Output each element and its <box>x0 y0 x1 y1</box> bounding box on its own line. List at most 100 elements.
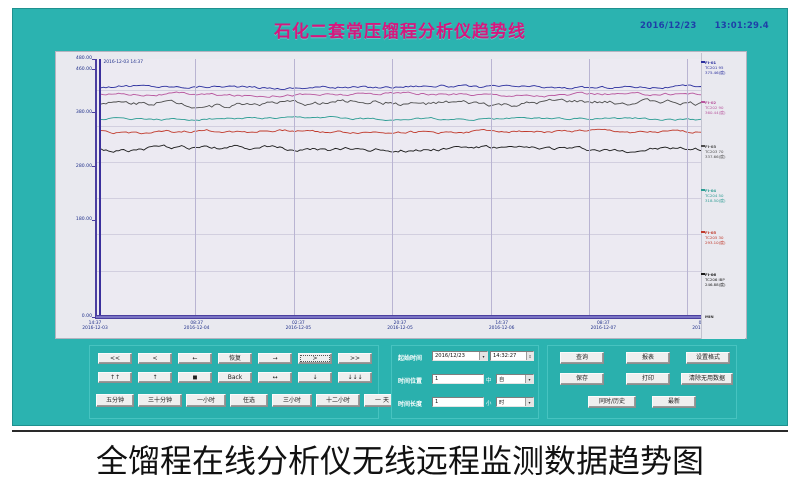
legend-footer-label: MIN <box>705 314 714 319</box>
legend-series-value: 246.88(度) <box>705 281 726 287</box>
series-line-fi-06 <box>100 144 704 154</box>
chevron-down-icon[interactable]: ▾ <box>525 375 533 383</box>
legend-series-value: 360.44(度) <box>705 109 726 115</box>
chevron-down-icon-2[interactable]: ▾ <box>525 398 533 406</box>
clock-spinner-icon[interactable]: ⇳ <box>526 352 533 360</box>
legend-color-swatch <box>701 273 705 275</box>
time-position-unit: 中 <box>486 378 492 384</box>
time-length-value: 1 <box>435 399 439 405</box>
trend-chart[interactable]: 480.00 460.00 380.00 280.00 180.00 0.00 2016-… <box>55 51 747 339</box>
legend-color-swatch <box>701 145 705 147</box>
time-position-input[interactable]: 1 <box>432 374 484 384</box>
page-title: 石化二套常压馏程分析仪趋势线 <box>274 22 526 42</box>
range-custom-label: 任选 <box>242 396 255 404</box>
nav-scale-up-label: ↑ <box>152 373 158 381</box>
legend-series-name: FI-05 <box>705 230 717 235</box>
clock-time: 13:01:29.4 <box>714 21 769 31</box>
time-length-select-value: 时 <box>499 399 505 406</box>
range-12hour[interactable]: 十二小时 <box>316 394 360 407</box>
range-1hour-label: 一小时 <box>196 396 215 404</box>
start-date-input[interactable]: 2016/12/23 ▾ <box>432 351 488 361</box>
latest-button[interactable]: 最新 <box>652 396 696 408</box>
nav-prev-page-label: < <box>152 354 158 362</box>
legend-color-swatch <box>701 61 705 63</box>
range-5min[interactable]: 五分钟 <box>96 394 134 407</box>
range-custom[interactable]: 任选 <box>230 394 268 407</box>
nav-scale-up[interactable]: ↑ <box>138 372 172 383</box>
start-time-label: 起始时间 <box>398 355 423 362</box>
series-line-fi-02 <box>100 91 704 98</box>
query-button[interactable]: 查询 <box>560 352 604 364</box>
range-30min[interactable]: 三十分钟 <box>138 394 182 407</box>
legend-item[interactable]: FI-04 TC204 50 318.50(度) <box>701 188 745 204</box>
nav-next-page[interactable]: > <box>298 353 332 364</box>
legend-item[interactable]: FI-06 TC206 IBP 246.88(度) <box>701 272 745 288</box>
legend-series-name: FI-02 <box>705 100 717 105</box>
range-30min-label: 三十分钟 <box>147 396 172 404</box>
nav-step-right[interactable]: → <box>258 353 292 364</box>
legend-item[interactable]: FI-01 TC201 95 375.46(度) <box>701 60 745 76</box>
nav-scale-up-fast[interactable]: ↑↑ <box>98 372 132 383</box>
nav-scale-down-fast[interactable]: ↓↓↓ <box>338 372 372 383</box>
range-3hour[interactable]: 三小时 <box>272 394 312 407</box>
y-axis-tick: 480.00 <box>75 56 97 61</box>
legend-series-value: 375.46(度) <box>705 69 726 75</box>
control-panel: << < ← 恢复 → > >> ↑↑ ↑ ◼ Back ↔ ↓ ↓↓↓ 五分钟 三十分钟 一小时 任选 三小时 十二… <box>27 345 775 419</box>
x-axis: 14:37 2016-12-03 08:37 2016-12-04 02:37 2016-… <box>82 317 718 339</box>
grid-line-horizontal <box>97 89 705 91</box>
clear-unused-data-button-label: 清除无用数据 <box>688 375 725 382</box>
save-button[interactable]: 保存 <box>560 373 604 385</box>
legend-color-swatch <box>701 101 705 103</box>
nav-stop[interactable]: ◼ <box>178 372 212 383</box>
nav-step-left[interactable]: ← <box>178 353 212 364</box>
range-1hour[interactable]: 一小时 <box>186 394 226 407</box>
nav-first[interactable]: << <box>98 353 132 364</box>
time-position-select[interactable]: 自 ▾ <box>496 374 534 384</box>
grid-line-vertical <box>293 59 295 315</box>
y-axis-tick: 280.00 <box>75 163 97 169</box>
nav-prev-page[interactable]: < <box>138 353 172 364</box>
start-clock-input[interactable]: 14:32:27 ⇳ <box>490 351 534 361</box>
time-settings-group: 起始时间 时间位置 时间长度 2016/12/23 ▾ 14:32:27 ⇳ 1… <box>391 345 539 419</box>
time-length-input[interactable]: 1 <box>432 397 484 407</box>
clock-date: 2016/12/23 <box>640 21 697 31</box>
realtime-history-button[interactable]: 同时/历史 <box>588 396 636 408</box>
format-settings-button[interactable]: 设置格式 <box>686 352 730 364</box>
report-button[interactable]: 报表 <box>626 352 670 364</box>
cursor-line[interactable] <box>99 59 102 315</box>
nav-step-right-label: → <box>272 354 278 362</box>
legend-series-tag: TC204 50 <box>705 192 724 198</box>
save-button-label: 保存 <box>575 375 588 382</box>
nav-back-label: Back <box>227 373 243 381</box>
time-position-select-value: 自 <box>499 376 505 383</box>
legend-color-swatch <box>701 231 705 233</box>
cursor-label: 2016-12-03 14:37 <box>103 60 144 65</box>
start-date-value: 2016/12/23 <box>435 353 465 359</box>
grid-line-horizontal <box>97 234 705 236</box>
nav-last[interactable]: >> <box>338 353 372 364</box>
clear-unused-data-button[interactable]: 清除无用数据 <box>681 373 733 385</box>
grid-line-vertical <box>392 59 394 315</box>
nav-scale-down[interactable]: ↓ <box>298 372 332 383</box>
legend-item[interactable]: FI-03 TC203 70 337.66(度) <box>701 144 745 160</box>
legend-series-value: 337.66(度) <box>705 153 726 159</box>
grid-line-horizontal <box>97 126 705 128</box>
y-axis-tick: 0.00 <box>81 314 97 319</box>
legend-item[interactable]: FI-05 TC205 30 293.10(度) <box>701 230 745 246</box>
print-button[interactable]: 打印 <box>626 373 670 385</box>
calendar-dropdown-icon[interactable]: ▾ <box>479 352 487 360</box>
nav-restore[interactable]: 恢复 <box>218 353 252 364</box>
print-button-label: 打印 <box>641 375 654 382</box>
y-axis-tick: 460.00 <box>75 66 97 72</box>
plot-area[interactable]: 2016-12-03 14:37 <box>95 59 705 317</box>
nav-scale-down-fast-label: ↓↓↓ <box>347 373 363 381</box>
time-position-value: 1 <box>435 376 439 382</box>
nav-fit-width[interactable]: ↔ <box>258 372 292 383</box>
x-axis-tick: 02:37 2016-12-05 <box>285 321 312 331</box>
format-settings-button-label: 设置格式 <box>695 354 720 361</box>
time-length-select[interactable]: 时 ▾ <box>496 397 534 407</box>
nav-back[interactable]: Back <box>218 372 252 383</box>
legend-item[interactable]: FI-02 TC202 90 360.44(度) <box>701 100 745 116</box>
query-button-label: 查询 <box>575 354 588 361</box>
caption-divider <box>12 430 788 432</box>
